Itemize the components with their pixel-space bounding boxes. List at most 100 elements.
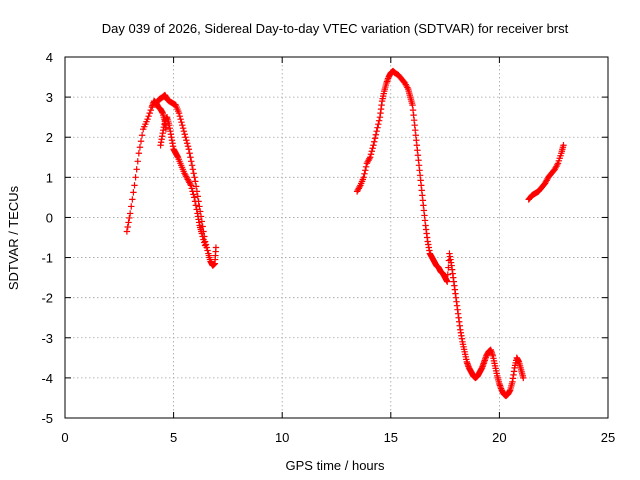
data-point — [201, 242, 209, 249]
y-tick-label: 2 — [46, 130, 53, 145]
data-point — [137, 138, 145, 145]
y-tick-label: 0 — [46, 210, 53, 225]
data-point — [132, 174, 139, 181]
data-point — [187, 182, 195, 189]
x-tick-label: 10 — [275, 430, 289, 445]
data-point — [183, 137, 190, 144]
data-point — [199, 233, 206, 240]
data-point — [371, 135, 379, 142]
data-point — [181, 131, 188, 138]
y-tick-label: 1 — [46, 170, 53, 185]
data-point — [145, 112, 152, 120]
data-point — [365, 157, 372, 164]
data-point — [179, 121, 186, 129]
data-point — [128, 203, 135, 210]
y-tick-label: -2 — [41, 291, 53, 306]
data-point — [179, 124, 187, 132]
data-point — [444, 278, 451, 285]
data-point — [146, 109, 153, 117]
data-point — [178, 118, 185, 126]
data-point — [366, 155, 373, 162]
data-point — [212, 244, 220, 251]
data-point — [134, 158, 141, 165]
data-point — [130, 189, 137, 196]
data-point — [362, 163, 370, 171]
data-point — [136, 144, 144, 151]
series-segment-1c — [157, 113, 209, 249]
data-point — [183, 140, 191, 147]
data-point — [176, 112, 184, 120]
data-point — [187, 154, 194, 161]
data-point — [369, 145, 376, 152]
data-point — [133, 166, 140, 173]
data-point — [125, 219, 132, 226]
data-point — [190, 170, 197, 177]
data-point — [371, 138, 378, 145]
data-point — [191, 174, 198, 181]
data-point — [188, 158, 195, 165]
data-point — [366, 154, 374, 161]
data-point — [404, 84, 411, 91]
data-point — [362, 167, 369, 174]
data-point — [356, 183, 363, 191]
data-point — [445, 264, 452, 271]
data-point — [204, 247, 211, 254]
y-tick-label: 4 — [46, 50, 53, 65]
data-point — [186, 180, 194, 188]
data-point — [191, 194, 198, 201]
data-point — [135, 150, 143, 157]
data-point — [192, 178, 199, 185]
y-tick-label: -1 — [41, 251, 53, 266]
data-point — [361, 170, 368, 178]
data-point — [182, 134, 189, 141]
data-point — [198, 230, 206, 237]
plot-frame — [64, 56, 609, 419]
data-point — [147, 106, 154, 114]
data-point — [123, 228, 131, 235]
data-point — [560, 142, 567, 149]
chart-title: Day 039 of 2026, Sidereal Day-to-day VTE… — [102, 21, 569, 36]
data-point — [191, 198, 199, 205]
data-point — [175, 109, 183, 117]
data-point — [201, 239, 208, 246]
data-point — [189, 166, 197, 173]
y-axis-label: SDTVAR / TECUs — [6, 185, 21, 290]
x-tick-label: 5 — [170, 430, 177, 445]
data-point — [186, 150, 193, 157]
data-point — [360, 174, 367, 181]
data-point — [138, 132, 146, 139]
data-point — [184, 143, 192, 150]
series-segment-1b — [153, 91, 220, 269]
data-point — [194, 193, 201, 200]
data-point — [190, 191, 197, 198]
grid — [65, 57, 608, 418]
data-point — [192, 202, 200, 209]
data-point — [177, 115, 184, 123]
data-point — [520, 374, 527, 382]
data-point — [126, 214, 133, 222]
data-point — [372, 131, 380, 138]
x-tick-label: 0 — [61, 430, 68, 445]
data-point — [444, 271, 452, 278]
series-segment-2 — [353, 67, 527, 400]
data-point — [131, 182, 138, 189]
x-tick-label: 15 — [384, 430, 398, 445]
data-point — [144, 115, 151, 123]
series-segment-1a — [123, 97, 170, 235]
data-point — [185, 146, 193, 153]
y-tick-label: 3 — [46, 90, 53, 105]
x-axis-ticks: 0 5 10 15 20 25 — [61, 57, 615, 445]
data-point — [189, 188, 196, 195]
data-point — [193, 206, 200, 213]
data-point — [374, 124, 381, 131]
x-axis-label: GPS time / hours — [286, 458, 385, 473]
x-tick-label: 20 — [492, 430, 506, 445]
x-tick-label: 25 — [601, 430, 615, 445]
data-point — [375, 117, 383, 124]
data-point — [126, 210, 134, 217]
data-point — [368, 148, 375, 155]
data-point — [370, 142, 377, 149]
data-point — [180, 128, 188, 135]
data-point — [124, 223, 131, 231]
